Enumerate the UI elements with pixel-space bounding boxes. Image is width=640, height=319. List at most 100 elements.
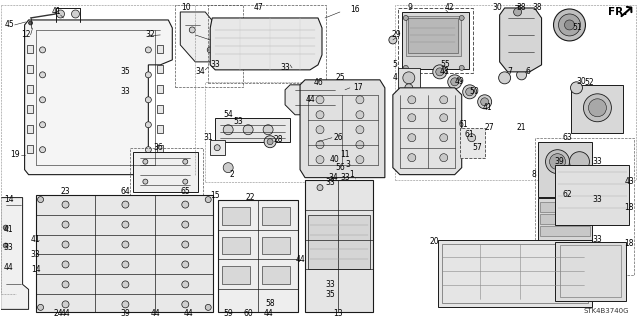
Circle shape (477, 95, 492, 109)
Bar (157, 145, 163, 153)
Text: 33: 33 (325, 280, 335, 289)
Circle shape (62, 301, 69, 308)
Circle shape (264, 136, 276, 148)
Text: 63: 63 (563, 133, 572, 142)
Circle shape (306, 95, 310, 99)
Bar (408, 18, 458, 53)
Circle shape (40, 122, 45, 128)
Bar (398, 68, 420, 98)
Text: 42: 42 (445, 4, 454, 12)
Text: 35: 35 (120, 67, 131, 76)
Circle shape (182, 241, 189, 248)
Bar (402, 12, 468, 69)
Text: 49: 49 (455, 77, 465, 86)
Bar (538, 197, 593, 242)
Circle shape (440, 96, 448, 104)
Circle shape (460, 15, 464, 20)
Text: 53: 53 (234, 117, 243, 126)
Bar (572, 85, 623, 133)
Circle shape (183, 159, 188, 164)
Text: 33: 33 (593, 195, 602, 204)
Text: 51: 51 (573, 23, 582, 33)
Text: 21: 21 (517, 123, 526, 132)
Circle shape (408, 114, 416, 122)
Polygon shape (500, 8, 541, 72)
Text: 34: 34 (195, 67, 205, 76)
Bar (222, 207, 250, 225)
Circle shape (29, 21, 33, 25)
Circle shape (263, 125, 273, 135)
Text: 54: 54 (223, 110, 233, 119)
Text: 5: 5 (392, 60, 397, 69)
Text: 33: 33 (593, 157, 602, 166)
Text: 29: 29 (391, 30, 401, 40)
Text: 33: 33 (325, 178, 335, 187)
Text: 11: 11 (340, 150, 349, 159)
Text: 22: 22 (245, 193, 255, 202)
Circle shape (205, 304, 211, 310)
Text: FR.: FR. (608, 7, 627, 17)
Circle shape (38, 197, 44, 203)
Bar (262, 207, 290, 225)
Text: 26: 26 (333, 133, 343, 142)
Circle shape (516, 70, 527, 80)
Text: 14: 14 (31, 265, 40, 274)
Circle shape (122, 281, 129, 288)
Bar (262, 236, 290, 255)
Circle shape (408, 96, 416, 104)
Bar (554, 241, 627, 301)
Bar (438, 240, 593, 308)
Circle shape (301, 93, 309, 101)
Text: 14: 14 (4, 195, 13, 204)
Polygon shape (285, 85, 345, 115)
Bar (395, 5, 636, 180)
Bar (305, 180, 373, 312)
Circle shape (570, 152, 589, 172)
Text: 33: 33 (280, 63, 290, 72)
Text: 59: 59 (223, 309, 233, 318)
Text: 27: 27 (485, 123, 495, 132)
Circle shape (182, 281, 189, 288)
Circle shape (62, 201, 69, 208)
Polygon shape (133, 152, 198, 192)
Text: 44: 44 (4, 263, 13, 272)
Bar (205, 82, 355, 182)
Text: 44: 44 (184, 309, 193, 318)
Text: 65: 65 (180, 187, 190, 196)
Text: 41: 41 (31, 235, 40, 244)
Circle shape (40, 147, 45, 153)
Circle shape (207, 47, 213, 53)
Circle shape (143, 179, 148, 184)
Polygon shape (180, 12, 218, 62)
Text: 52: 52 (584, 78, 595, 87)
Text: 60: 60 (243, 309, 253, 318)
Text: 64: 64 (120, 187, 131, 196)
Text: 30: 30 (577, 77, 586, 86)
Bar (27, 145, 33, 153)
Polygon shape (300, 80, 385, 178)
Text: 20: 20 (430, 237, 440, 246)
Bar (442, 243, 588, 303)
Circle shape (460, 65, 464, 70)
Circle shape (436, 68, 444, 76)
Bar (460, 128, 484, 158)
Polygon shape (24, 20, 172, 174)
Text: 19: 19 (10, 150, 19, 159)
Text: 8: 8 (531, 170, 536, 179)
Text: 44: 44 (263, 309, 273, 318)
Text: 55: 55 (440, 60, 450, 69)
Circle shape (316, 156, 324, 164)
Polygon shape (215, 118, 290, 142)
Text: 16: 16 (350, 5, 360, 14)
Text: 48: 48 (440, 67, 449, 76)
Circle shape (321, 93, 329, 101)
Text: 4: 4 (392, 73, 397, 82)
Text: 9: 9 (408, 4, 412, 12)
Circle shape (570, 82, 582, 94)
Bar (559, 246, 621, 297)
Circle shape (316, 111, 324, 119)
Text: 38: 38 (516, 4, 527, 12)
Circle shape (448, 75, 461, 89)
Text: 39: 39 (555, 157, 564, 166)
Text: 23: 23 (61, 187, 70, 196)
